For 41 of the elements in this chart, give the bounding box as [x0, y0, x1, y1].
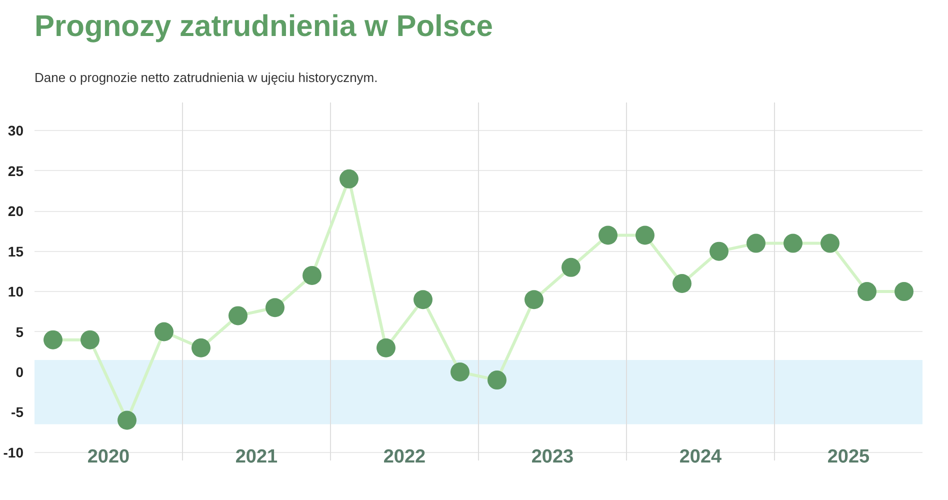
y-tick-label: -10 — [3, 444, 24, 460]
point — [154, 322, 174, 342]
x-tick-label: 2021 — [235, 446, 278, 468]
y-tick-label: 5 — [16, 324, 24, 340]
point — [636, 226, 654, 245]
chart-subtitle: Dane o prognozie netto zatrudnienia w ujęciu historycznym. — [34, 70, 378, 85]
point — [598, 226, 618, 245]
y-tick-label: -5 — [11, 404, 24, 420]
point — [894, 282, 914, 302]
point — [266, 298, 284, 318]
point — [228, 306, 248, 326]
x-tick-label: 2020 — [87, 446, 130, 468]
point — [710, 242, 728, 261]
point — [562, 258, 580, 277]
x-tick-label: 2023 — [531, 446, 574, 468]
point — [858, 282, 876, 302]
point — [524, 290, 544, 310]
point — [672, 274, 692, 293]
x-tick-label: 2022 — [383, 446, 426, 468]
point — [44, 330, 62, 350]
y-tick-label: 20 — [8, 203, 24, 220]
point — [118, 410, 136, 430]
chart-title: Prognozy zatrudnienia w Polsce — [34, 10, 493, 43]
point — [192, 338, 210, 358]
x-tick-label: 2025 — [827, 446, 870, 468]
point — [302, 266, 322, 285]
y-tick-label: 10 — [8, 284, 24, 300]
point — [784, 234, 802, 253]
point — [414, 290, 432, 310]
y-tick-label: 30 — [8, 122, 24, 139]
point — [80, 330, 100, 350]
y-tick-label: 25 — [8, 162, 24, 179]
point — [820, 234, 840, 253]
point — [746, 234, 766, 253]
y-tick-label: 15 — [8, 243, 24, 260]
x-tick-label: 2024 — [679, 446, 722, 468]
point — [340, 169, 358, 188]
point — [488, 370, 506, 390]
point — [376, 338, 396, 358]
y-tick-label: 0 — [16, 364, 24, 380]
point — [450, 362, 470, 382]
